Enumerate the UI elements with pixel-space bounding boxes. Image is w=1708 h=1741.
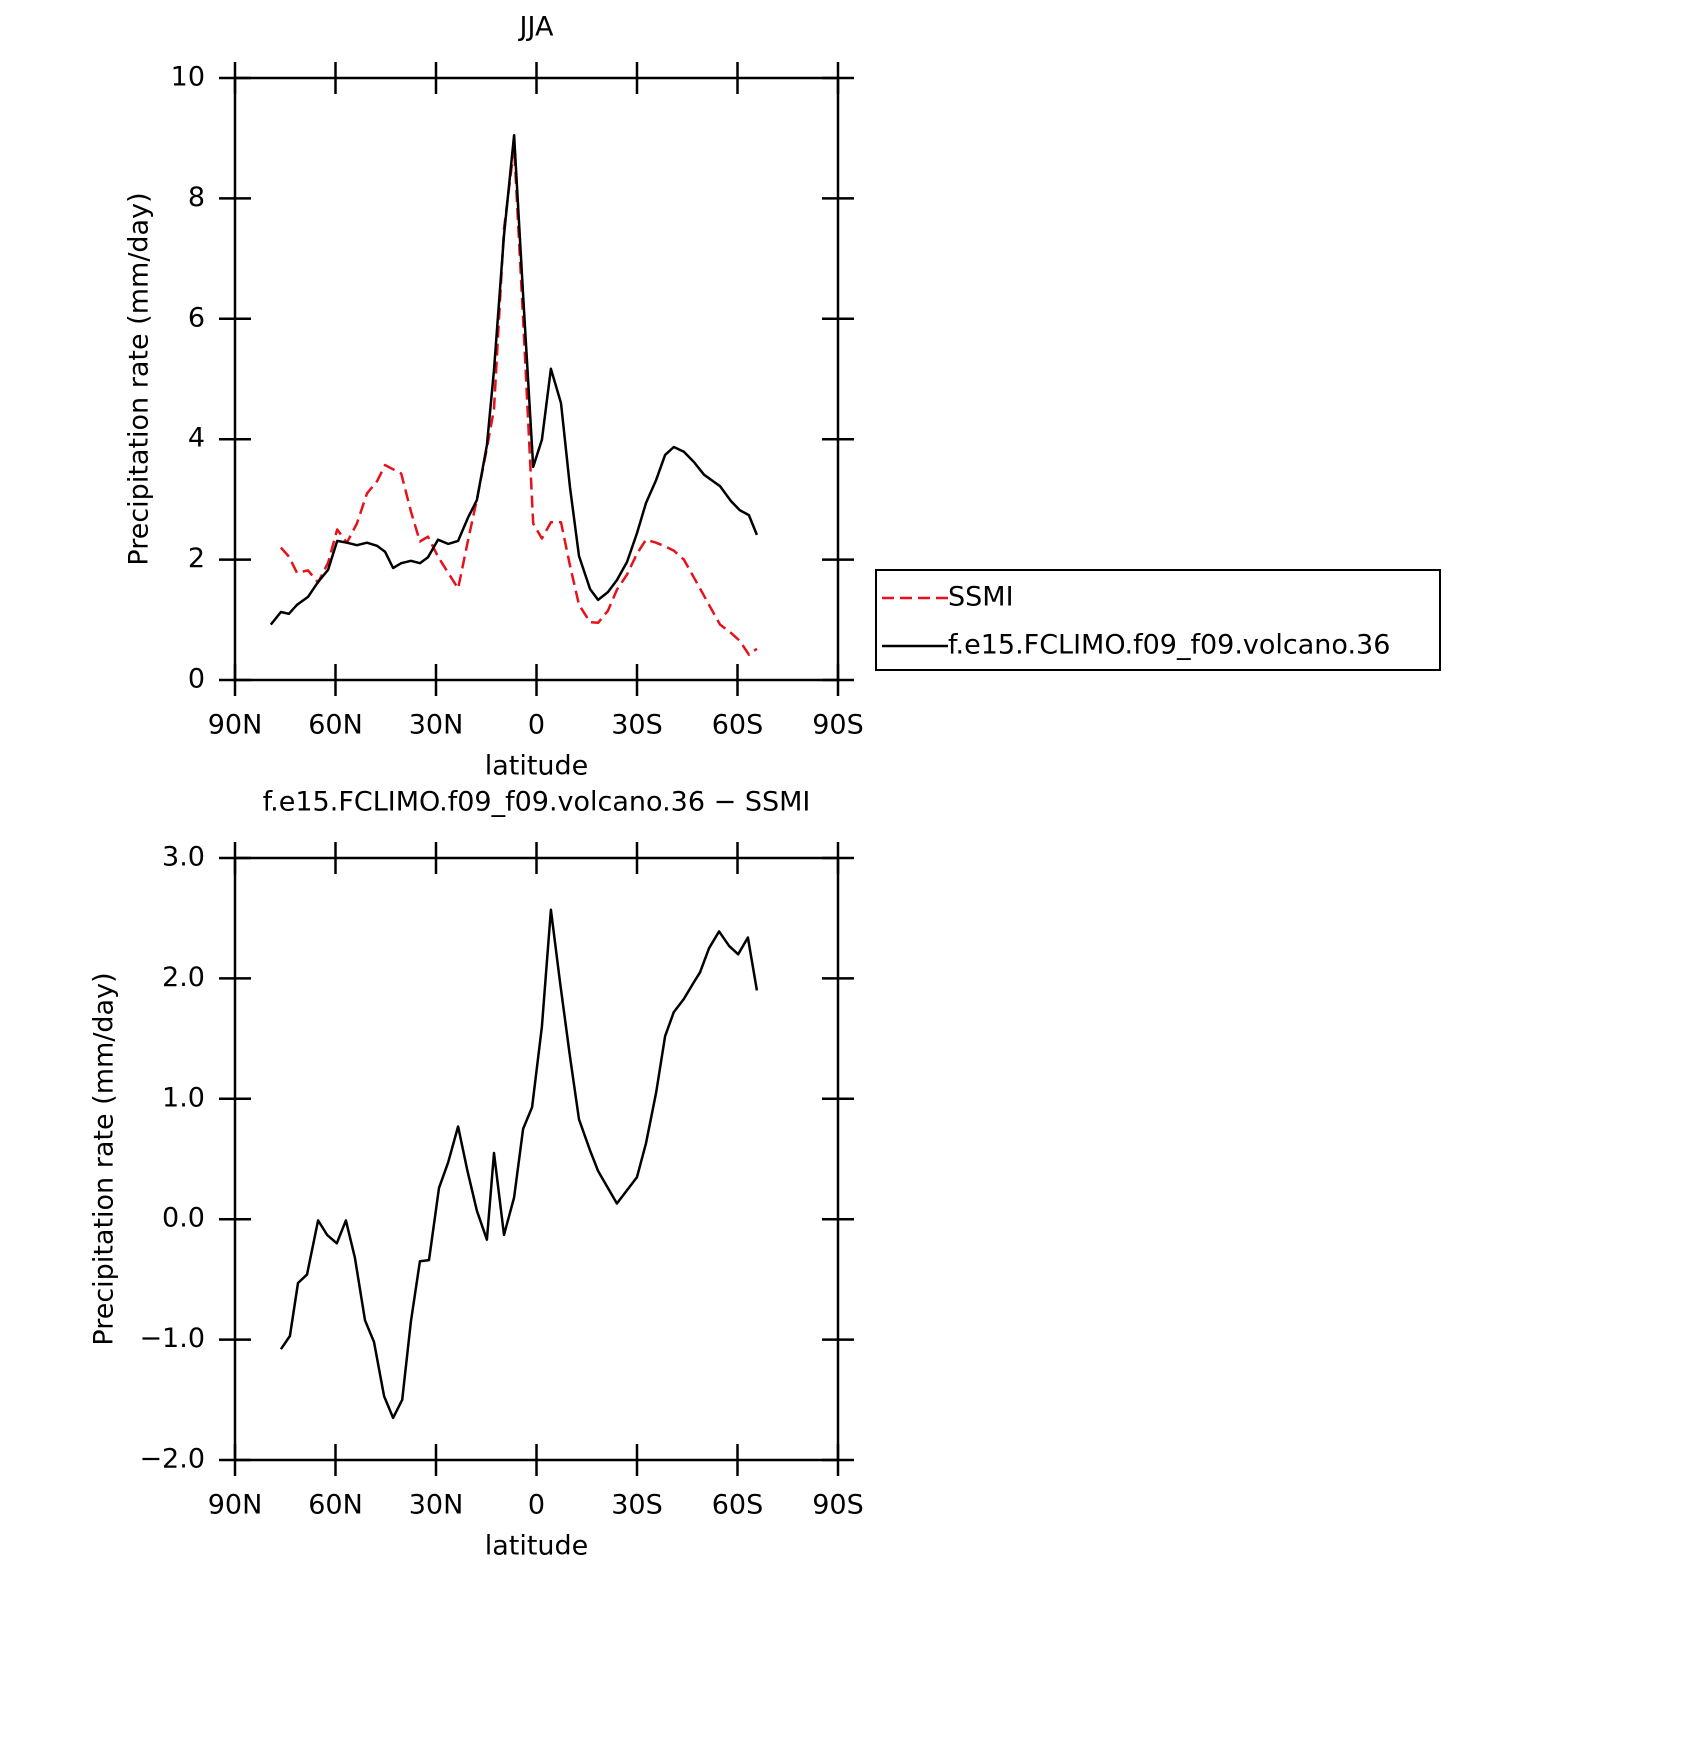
x-tick-label: 30N — [409, 710, 464, 741]
y-tick-label: 1.0 — [162, 1082, 205, 1113]
x-tick-label: 60N — [308, 1490, 363, 1521]
x-tick-label: 90N — [208, 710, 263, 741]
legend: SSMI f.e15.FCLIMO.f09_f09.volcano.36 — [875, 569, 1441, 671]
x-tick-label: 90S — [812, 1490, 864, 1521]
x-tick-label: 60S — [712, 1490, 764, 1521]
legend-box — [875, 569, 1441, 671]
x-tick-label: 60N — [308, 710, 363, 741]
chart-title: f.e15.FCLIMO.f09_f09.volcano.36 − SSMI — [263, 787, 811, 818]
x-tick-label: 60S — [712, 710, 764, 741]
y-tick-label: 10 — [171, 62, 205, 93]
y-tick-label: 2 — [188, 543, 205, 574]
y-tick-label: −1.0 — [139, 1323, 205, 1354]
x-axis-label: latitude — [485, 751, 589, 782]
series-line — [269, 133, 759, 626]
chart-title: JJA — [518, 12, 554, 43]
x-tick-label: 30N — [409, 1490, 464, 1521]
y-tick-label: 3.0 — [162, 842, 205, 873]
y-axis-label: Precipitation rate (mm/day) — [89, 972, 120, 1345]
x-tick-label: 30S — [611, 1490, 663, 1521]
x-tick-label: 0 — [528, 1490, 545, 1521]
plot-frame — [233, 856, 840, 1462]
x-tick-label: 30S — [611, 710, 663, 741]
legend-label: SSMI — [948, 582, 1014, 613]
y-tick-label: 0 — [188, 664, 205, 695]
y-tick-label: 2.0 — [162, 962, 205, 993]
series-line — [279, 908, 759, 1420]
x-tick-label: 90N — [208, 1490, 263, 1521]
x-tick-label: 0 — [528, 710, 545, 741]
y-tick-label: 0.0 — [162, 1203, 205, 1234]
x-axis-label: latitude — [485, 1531, 589, 1562]
y-tick-label: 8 — [188, 182, 205, 213]
x-tick-label: 90S — [812, 710, 864, 741]
y-tick-label: −2.0 — [139, 1444, 205, 1475]
y-tick-label: 6 — [188, 302, 205, 333]
plot-frame — [233, 76, 840, 682]
legend-label: f.e15.FCLIMO.f09_f09.volcano.36 — [948, 630, 1390, 661]
y-tick-label: 4 — [188, 423, 205, 454]
y-axis-label: Precipitation rate (mm/day) — [124, 192, 155, 565]
